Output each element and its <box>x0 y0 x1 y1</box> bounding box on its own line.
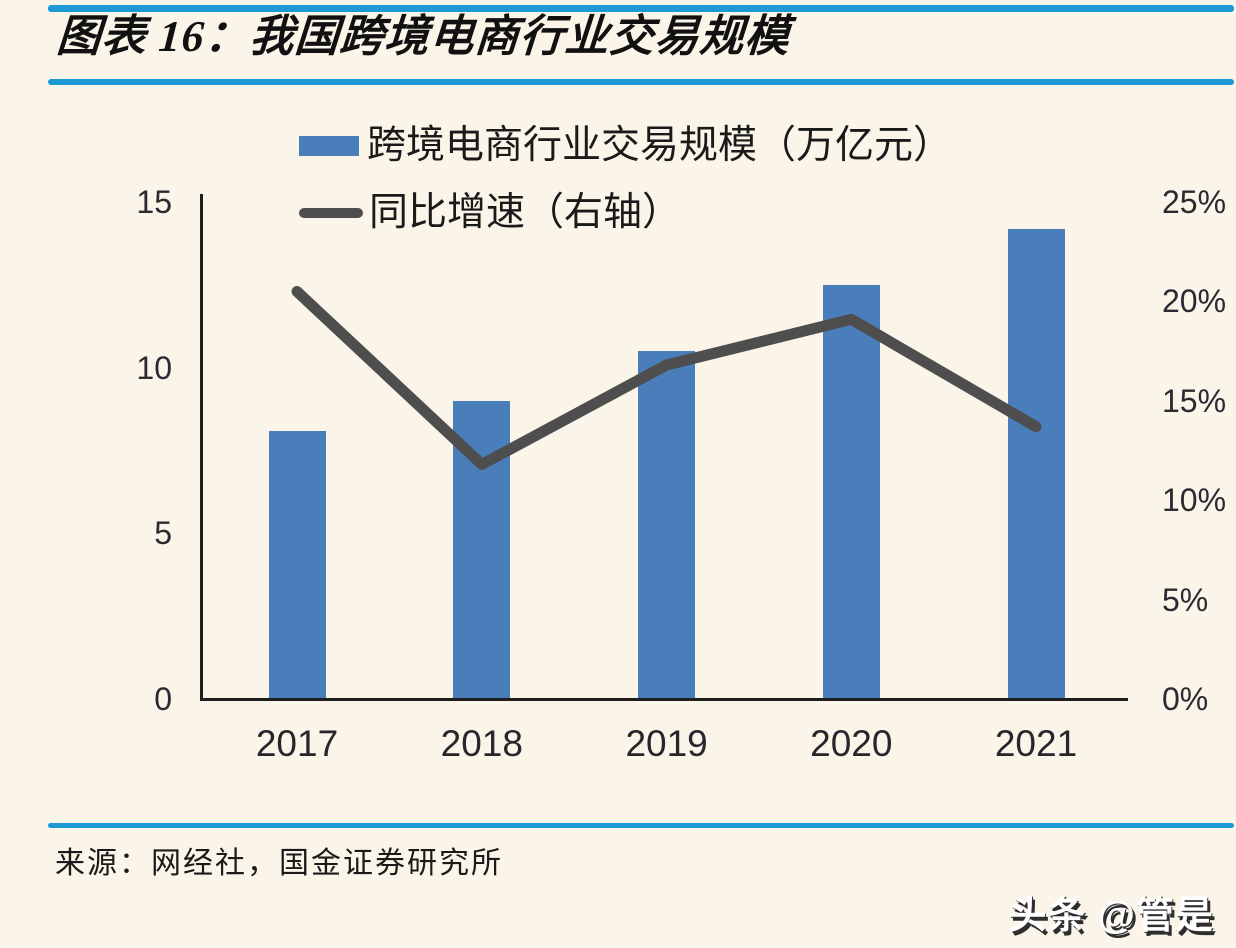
legend-label-bar: 跨境电商行业交易规模（万亿元） <box>367 124 953 167</box>
y-axis-line <box>200 194 203 701</box>
secondary-axis-tick-label: 5% <box>1162 581 1209 618</box>
bar-series-swatch <box>299 136 359 156</box>
top-divider <box>48 5 1234 12</box>
bar-2021 <box>1007 228 1065 698</box>
x-axis-label-2021: 2021 <box>994 723 1078 764</box>
bar-2019 <box>638 351 696 698</box>
y-axis-tick-label: 15 <box>136 184 172 220</box>
legend-item-line: 同比增速（右轴） <box>299 191 681 235</box>
x-axis-label-2017: 2017 <box>255 723 339 764</box>
y-axis-tick-label: 10 <box>136 349 172 386</box>
bar-2020 <box>822 284 880 698</box>
x-axis-label-2019: 2019 <box>625 723 708 764</box>
legend-item-bar: 跨境电商行业交易规模（万亿元） <box>299 124 952 168</box>
secondary-axis-tick-label: 25% <box>1162 184 1227 220</box>
source-note: 来源：网经社，国金证券研究所 <box>55 847 503 880</box>
x-axis-label-2020: 2020 <box>810 723 893 764</box>
y-axis-tick-label: 0 <box>154 681 172 717</box>
chart-title: 图表 16：我国跨境电商行业交易规模 <box>55 12 792 61</box>
x-axis-label-2018: 2018 <box>440 723 523 764</box>
watermark: 头条 @管是 <box>1008 895 1214 937</box>
title-divider <box>48 79 1234 85</box>
bar-2017 <box>268 430 326 698</box>
secondary-axis-tick-label: 15% <box>1162 382 1227 419</box>
y-axis-tick-label: 5 <box>154 515 172 552</box>
line-series-swatch <box>299 208 363 218</box>
bar-2018 <box>453 400 511 698</box>
secondary-axis-tick-label: 10% <box>1162 482 1227 519</box>
footer-divider <box>48 823 1234 828</box>
x-axis-line <box>200 698 1128 701</box>
secondary-axis-tick-label: 20% <box>1162 283 1227 320</box>
legend-label-line: 同比增速（右轴） <box>369 191 682 234</box>
secondary-axis-tick-label: 0% <box>1162 681 1209 717</box>
